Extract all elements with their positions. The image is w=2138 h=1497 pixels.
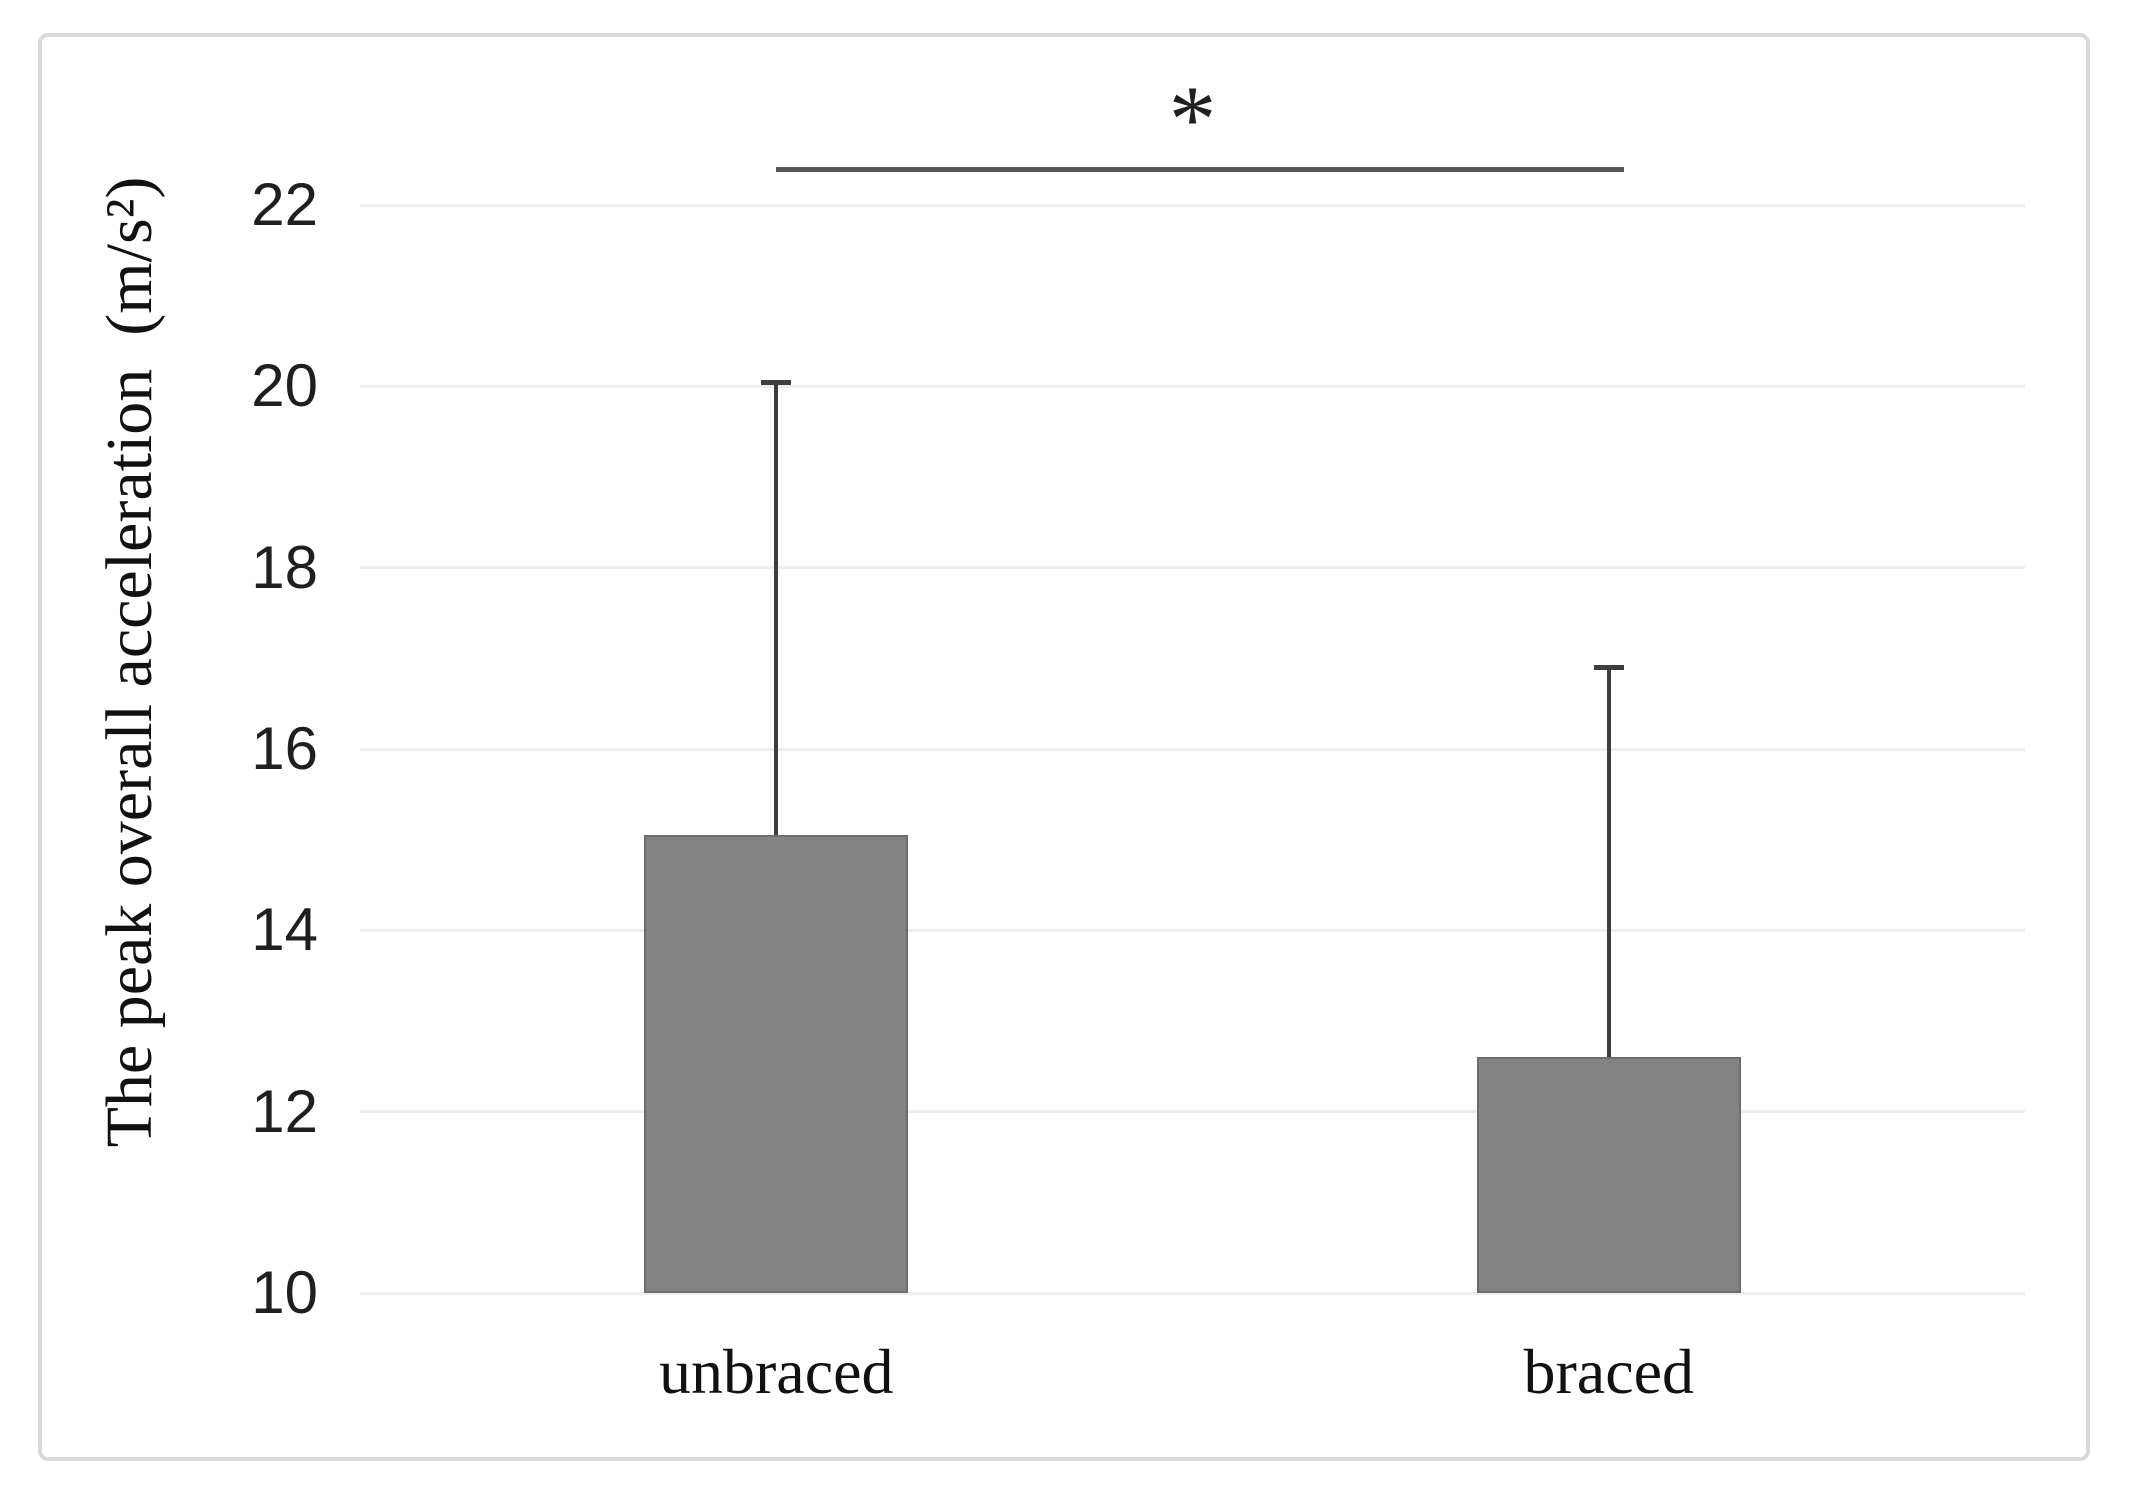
error-bar-cap-braced: [1593, 665, 1624, 671]
y-axis-title: The peak overall acceleration (m/s²): [93, 176, 166, 1148]
error-bar-braced: [1606, 667, 1611, 1058]
figure-border: [38, 33, 2090, 1461]
gridline: [360, 928, 2025, 932]
gridline: [360, 566, 2025, 570]
gridline: [360, 1291, 2025, 1295]
y-axis-tick-label: 16: [251, 715, 318, 782]
y-axis-tick-label: 14: [251, 896, 318, 964]
bar-unbraced: [644, 835, 909, 1293]
gridline: [360, 1110, 2025, 1114]
error-bar-unbraced: [774, 381, 779, 836]
y-axis-tick-label: 12: [251, 1077, 318, 1145]
gridline: [360, 203, 2025, 207]
y-axis-tick-label: 18: [251, 533, 318, 601]
x-category-label-braced: braced: [1523, 1336, 1695, 1407]
x-category-label-unbraced: unbraced: [658, 1336, 894, 1407]
error-bar-cap-unbraced: [761, 379, 792, 385]
significance-asterisk: *: [1168, 66, 1217, 172]
y-axis-tick-label: 10: [251, 1259, 318, 1326]
y-axis-tick-label: 20: [251, 352, 318, 420]
gridline: [360, 747, 2025, 751]
significance-line: [776, 167, 1624, 172]
gridline: [360, 384, 2025, 388]
bar-braced: [1476, 1057, 1741, 1293]
y-axis-tick-label: 22: [251, 171, 318, 238]
